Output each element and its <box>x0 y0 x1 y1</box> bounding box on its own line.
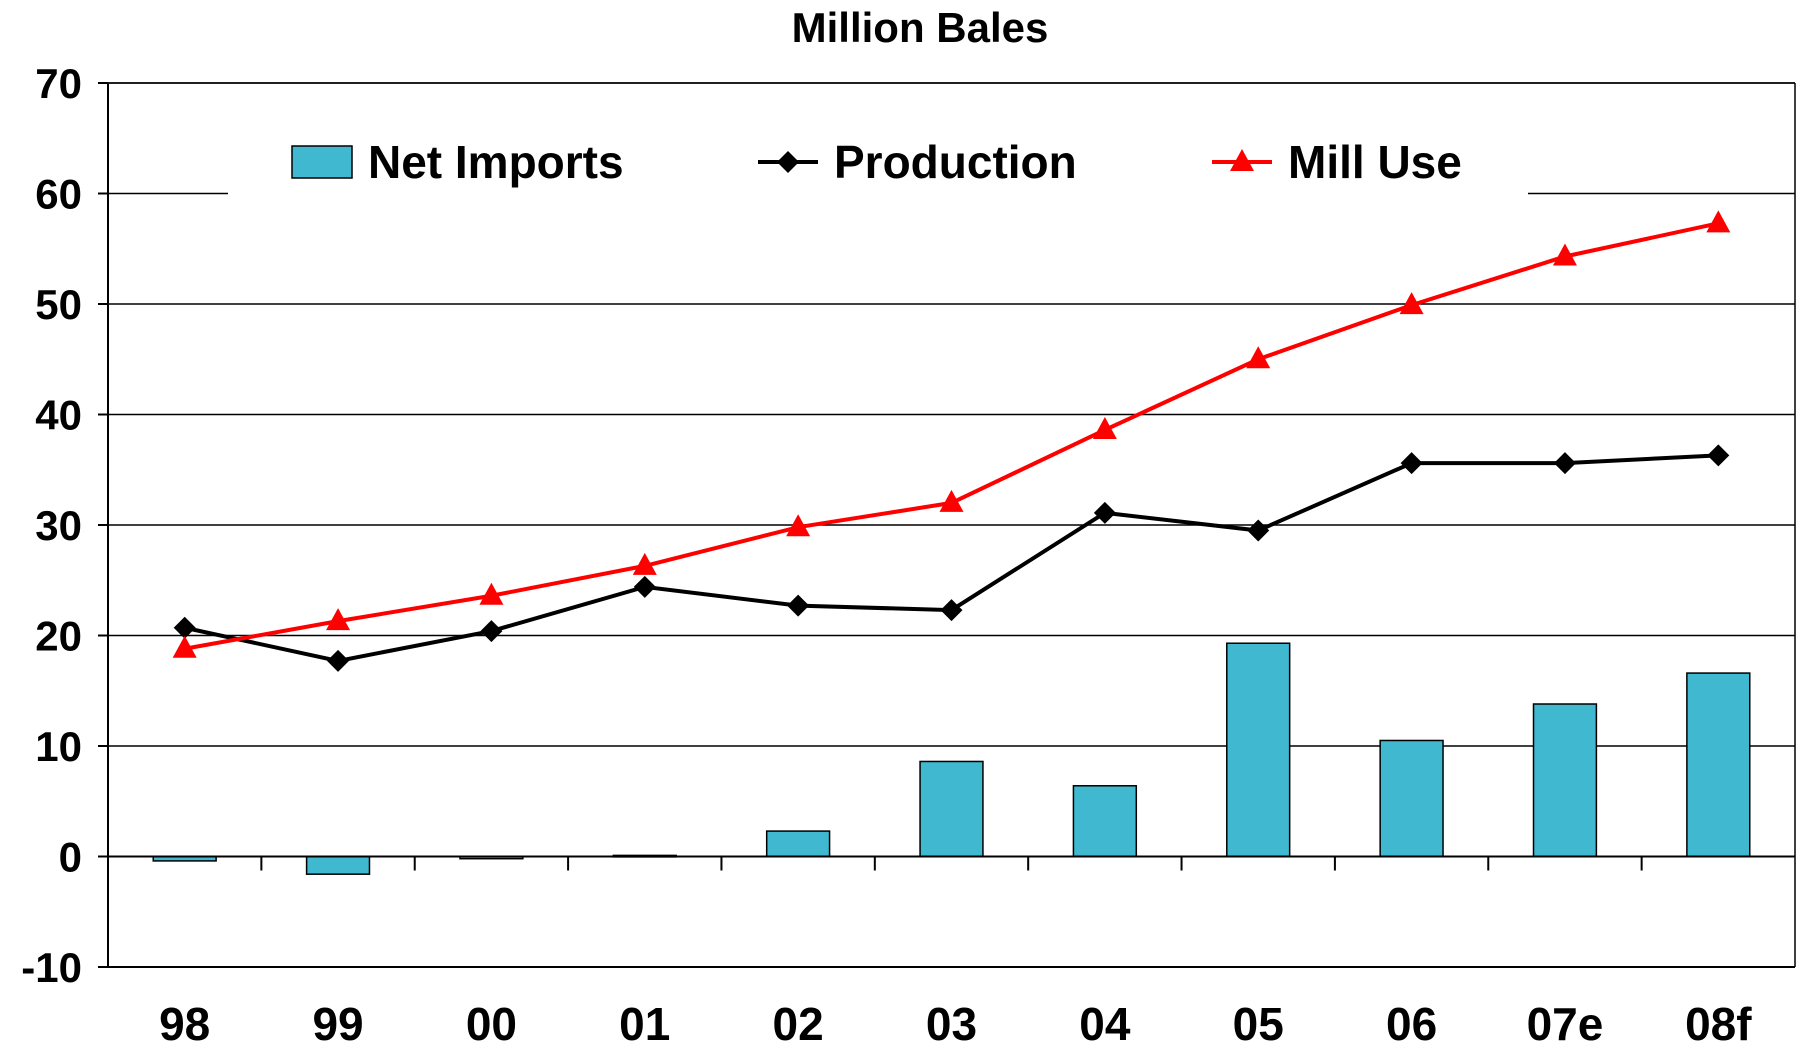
point-mill-use-00 <box>479 582 504 605</box>
ytick-label-0: 0 <box>59 834 82 881</box>
point-mill-use-05 <box>1246 346 1271 369</box>
point-production-04 <box>1093 501 1116 524</box>
legend-label-mill-use: Mill Use <box>1288 136 1462 188</box>
point-mill-use-01 <box>632 552 657 575</box>
ytick-label-20: 20 <box>35 613 82 660</box>
xtick-label-05: 05 <box>1233 998 1284 1047</box>
bar-net-imports-05 <box>1226 642 1291 858</box>
xtick-label-07e: 07e <box>1527 998 1604 1047</box>
series-lines <box>172 210 1731 672</box>
line-production <box>184 453 1719 663</box>
point-mill-use-04 <box>1092 416 1117 439</box>
point-mill-use-99 <box>326 608 351 631</box>
point-production-05 <box>1247 519 1270 542</box>
xtick-label-02: 02 <box>773 998 824 1047</box>
legend-marker-production <box>777 151 799 173</box>
bar-net-imports-04 <box>1072 785 1138 858</box>
xtick-label-01: 01 <box>619 998 670 1047</box>
xtick-label-08f: 08f <box>1685 998 1752 1047</box>
xtick-label-06: 06 <box>1386 998 1437 1047</box>
ytick-label-50: 50 <box>35 281 82 328</box>
legend: Net Imports Production Mill Use <box>228 118 1528 208</box>
point-production-00 <box>480 620 503 643</box>
point-mill-use-98 <box>172 635 197 658</box>
point-mill-use-06 <box>1399 292 1424 315</box>
legend-marker-mill-use <box>1230 149 1254 171</box>
point-mill-use-07e <box>1552 243 1577 266</box>
point-production-06 <box>1400 452 1423 475</box>
ytick-label-70: 70 <box>35 60 82 107</box>
bar-net-imports-06 <box>1379 739 1444 858</box>
bar-net-imports-99 <box>305 855 371 875</box>
ytick-label-40: 40 <box>35 392 82 439</box>
point-production-08f <box>1707 444 1730 467</box>
legend-swatch-net-imports <box>291 145 353 179</box>
point-mill-use-08f <box>1706 210 1731 233</box>
point-mill-use-03 <box>939 489 964 512</box>
legend-box <box>228 118 1528 208</box>
xtick-label-04: 04 <box>1079 998 1131 1047</box>
point-production-03 <box>940 599 963 622</box>
ytick-label-60: 60 <box>35 171 82 218</box>
point-production-01 <box>633 575 656 598</box>
bar-net-imports-03 <box>919 760 984 858</box>
point-production-02 <box>787 594 810 617</box>
ytick-label-30: 30 <box>35 502 82 549</box>
xtick-label-99: 99 <box>312 998 363 1047</box>
line-mill-use <box>184 221 1719 651</box>
xtick-label-00: 00 <box>466 998 517 1047</box>
legend-label-net-imports: Net Imports <box>368 136 624 188</box>
ytick-label-10: 10 <box>35 723 82 770</box>
xtick-label-03: 03 <box>926 998 977 1047</box>
bar-net-imports-07e <box>1532 703 1598 858</box>
legend-label-production: Production <box>834 136 1077 188</box>
point-production-99 <box>327 649 350 672</box>
point-mill-use-02 <box>786 514 811 537</box>
ytick-label--10: -10 <box>21 944 82 991</box>
point-production-07e <box>1553 452 1576 475</box>
bar-net-imports-02 <box>765 830 831 858</box>
point-production-98 <box>173 616 196 639</box>
chart-title: Million Bales <box>792 4 1049 51</box>
axes: -10 0 10 20 30 40 50 60 70 98 99 00 01 02 03 04 05 06 07e 0… <box>21 60 1796 1050</box>
bars-net-imports <box>152 642 1751 875</box>
xtick-label-98: 98 <box>159 998 210 1047</box>
bar-net-imports-08f <box>1686 672 1751 858</box>
